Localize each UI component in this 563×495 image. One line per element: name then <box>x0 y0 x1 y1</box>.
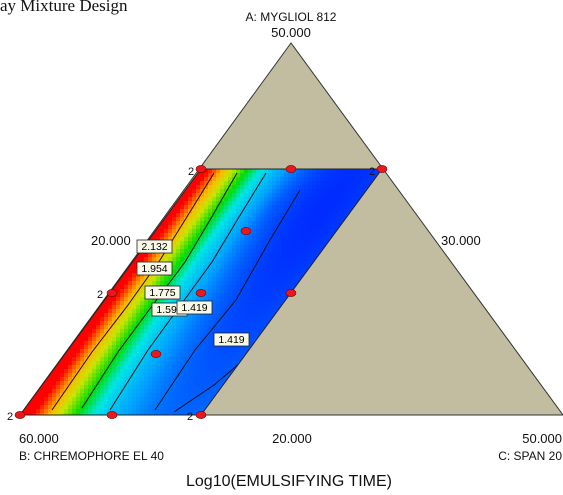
design-point <box>195 165 207 173</box>
vertex-b-value: 60.000 <box>19 431 59 446</box>
vertex-a-value: 50.000 <box>271 25 311 40</box>
response-title: Log10(EMULSIFYING TIME) <box>186 473 392 490</box>
contour-line <box>154 189 301 411</box>
contour-label: 1.419 <box>176 300 213 315</box>
vertex-c-label: C: SPAN 20 <box>498 449 562 463</box>
contour-line <box>81 172 238 409</box>
design-points: 2 2 2 2 2 <box>7 165 388 423</box>
replicate-label: 2 <box>187 411 193 423</box>
edge-tick-bottom: 20.000 <box>272 431 312 446</box>
contour-label: 1.419 <box>213 332 250 347</box>
contour-label: 1.954 <box>136 261 173 276</box>
replicate-label: 2 <box>369 166 375 178</box>
contour-line <box>51 172 215 411</box>
replicate-label: 2 <box>7 411 13 423</box>
design-point <box>240 227 252 235</box>
contour-label: 2.132 <box>136 239 173 254</box>
design-point <box>195 289 207 297</box>
edge-tick-right: 30.000 <box>441 233 481 248</box>
header-text: ay Mixture Design <box>0 0 128 15</box>
vertex-a-label: A: MYGLIOL 812 <box>246 10 337 24</box>
design-point <box>106 411 118 419</box>
vertex-c-value: 50.000 <box>522 431 562 446</box>
design-point <box>106 289 118 297</box>
contour-line <box>109 172 267 411</box>
replicate-label: 2 <box>188 166 194 178</box>
design-point <box>14 411 26 419</box>
design-point <box>150 350 162 358</box>
design-point <box>195 411 207 419</box>
vertex-b-label: B: CHREMOPHORE EL 40 <box>19 449 164 463</box>
design-point <box>285 289 297 297</box>
edge-tick-left: 20.000 <box>91 233 131 248</box>
design-point <box>285 165 297 173</box>
replicate-label: 2 <box>97 289 103 301</box>
design-point <box>376 165 388 173</box>
contour-label: 1.775 <box>144 285 181 300</box>
